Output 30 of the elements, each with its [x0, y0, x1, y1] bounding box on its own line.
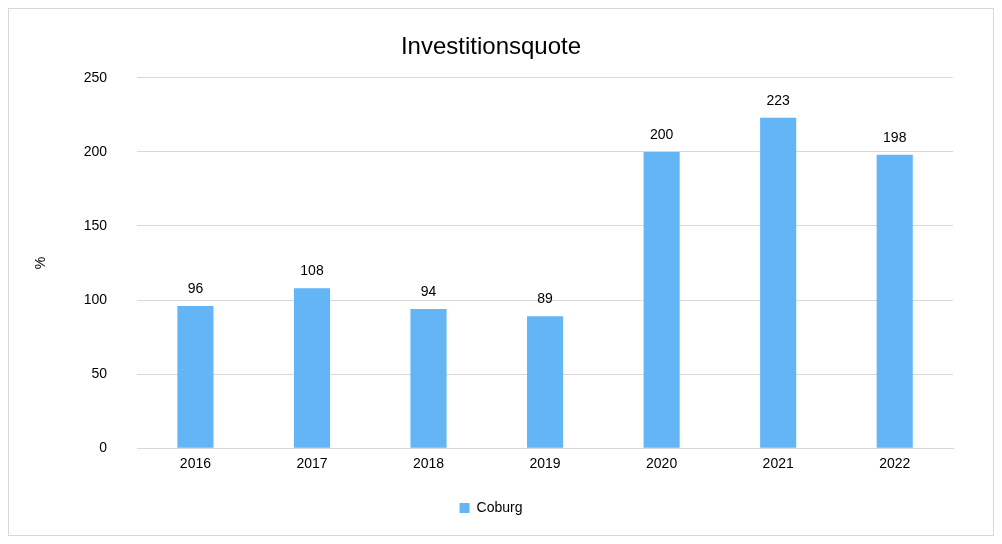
y-tick-label: 100	[83, 290, 108, 307]
data-label: 89	[537, 290, 554, 307]
data-label: 200	[649, 125, 674, 142]
data-label: 94	[420, 282, 437, 299]
x-tick-label: 2018	[412, 455, 445, 472]
x-tick-label: 2020	[646, 455, 678, 472]
y-tick-label: 150	[83, 216, 108, 233]
y-tick-label: 250	[83, 68, 108, 85]
x-tick-label: 2019	[529, 455, 561, 472]
bar	[527, 316, 564, 448]
data-label: 198	[883, 128, 907, 145]
data-label: 96	[187, 279, 204, 296]
x-tick-label: 2022	[879, 455, 911, 472]
x-tick-label: 2021	[762, 455, 794, 472]
bar	[293, 288, 331, 448]
bar	[177, 305, 214, 448]
bar	[643, 151, 680, 448]
y-tick-label: 200	[83, 142, 108, 159]
bar	[410, 308, 447, 448]
y-tick-label: 50	[91, 364, 108, 381]
x-tick-label: 2017	[296, 455, 328, 472]
data-label: 223	[766, 91, 791, 108]
chart-title: Investitionsquote	[400, 32, 582, 60]
bar	[760, 117, 797, 448]
legend-label: Coburg	[476, 498, 523, 515]
y-tick-label: 0	[99, 439, 108, 456]
x-tick-label: 2016	[179, 455, 212, 472]
y-axis-title: %	[32, 256, 49, 270]
data-label: 108	[300, 262, 324, 279]
bar	[876, 154, 913, 448]
